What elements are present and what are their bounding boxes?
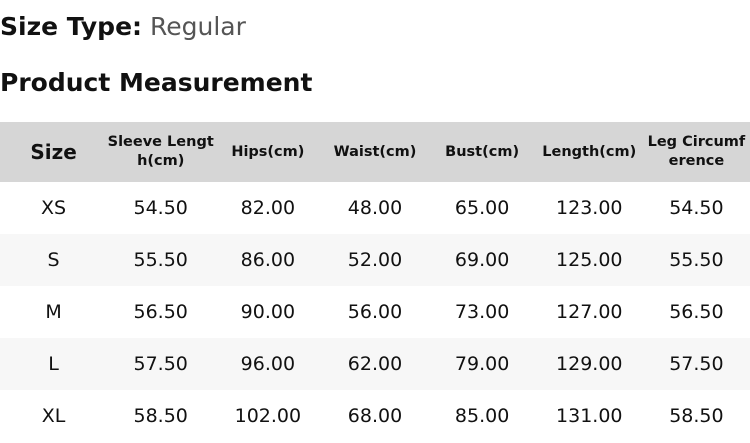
table-cell: 57.50 bbox=[107, 338, 215, 390]
table-cell: 131.00 bbox=[556, 405, 623, 427]
section-title: Product Measurement bbox=[0, 68, 313, 97]
table-cell: 127.00 bbox=[556, 301, 623, 323]
table-row: M 56.50 90.00 56.00 73.00 127.00 56.50 bbox=[0, 286, 750, 338]
table-cell: 54.50 bbox=[669, 197, 724, 219]
table-cell: 58.50 bbox=[133, 405, 188, 427]
column-header: Sleeve Length(cm) bbox=[107, 122, 215, 182]
table-row: XS 54.50 82.00 48.00 65.00 123.00 54.50 bbox=[0, 182, 750, 234]
table-cell: 55.50 bbox=[642, 234, 750, 286]
table-cell: 56.50 bbox=[669, 301, 724, 323]
table-cell: 52.00 bbox=[321, 234, 429, 286]
table-cell: 123.00 bbox=[556, 197, 623, 219]
table-cell: 96.00 bbox=[214, 338, 322, 390]
table-cell: 48.00 bbox=[347, 197, 403, 219]
table-cell: XS bbox=[41, 197, 67, 219]
size-type-label: Size Type: bbox=[0, 12, 143, 41]
column-header: Leg Circumference bbox=[642, 122, 750, 182]
column-header: Waist(cm) bbox=[321, 122, 429, 182]
table-cell: 58.50 bbox=[669, 405, 724, 427]
table-cell: 73.00 bbox=[454, 301, 510, 323]
table-cell: 129.00 bbox=[535, 338, 643, 390]
measurement-table: Size Sleeve Length(cm) Hips(cm) Waist(cm) Bu… bbox=[0, 122, 750, 442]
column-header: Size bbox=[0, 122, 108, 182]
size-type: Size Type: Regular bbox=[0, 12, 246, 41]
table-cell: 86.00 bbox=[214, 234, 322, 286]
column-header: Bust(cm) bbox=[428, 122, 536, 182]
table-cell: 57.50 bbox=[642, 338, 750, 390]
table-cell: 102.00 bbox=[234, 405, 302, 427]
table-cell: 56.00 bbox=[347, 301, 403, 323]
table-cell: 68.00 bbox=[347, 405, 403, 427]
table-cell: 62.00 bbox=[321, 338, 429, 390]
table-cell: 54.50 bbox=[133, 197, 188, 219]
table-cell: 125.00 bbox=[535, 234, 643, 286]
table-cell: 90.00 bbox=[240, 301, 296, 323]
column-header: Hips(cm) bbox=[214, 122, 322, 182]
size-type-value: Regular bbox=[149, 12, 246, 41]
table-cell: L bbox=[0, 338, 108, 390]
table-cell: S bbox=[0, 234, 108, 286]
table-cell: 55.50 bbox=[107, 234, 215, 286]
table-row: L 57.50 96.00 62.00 79.00 129.00 57.50 bbox=[0, 338, 750, 390]
table-row: XL 58.50 102.00 68.00 85.00 131.00 58.50 bbox=[0, 390, 750, 442]
table-cell: 79.00 bbox=[428, 338, 536, 390]
table-cell: 56.50 bbox=[133, 301, 188, 323]
table-cell: 69.00 bbox=[428, 234, 536, 286]
table-cell: 85.00 bbox=[454, 405, 510, 427]
table-row: S 55.50 86.00 52.00 69.00 125.00 55.50 bbox=[0, 234, 750, 286]
table-cell: 82.00 bbox=[240, 197, 296, 219]
table-cell: 65.00 bbox=[454, 197, 510, 219]
table-cell: M bbox=[45, 301, 62, 323]
column-header: Length(cm) bbox=[535, 122, 643, 182]
table-cell: XL bbox=[41, 405, 66, 427]
